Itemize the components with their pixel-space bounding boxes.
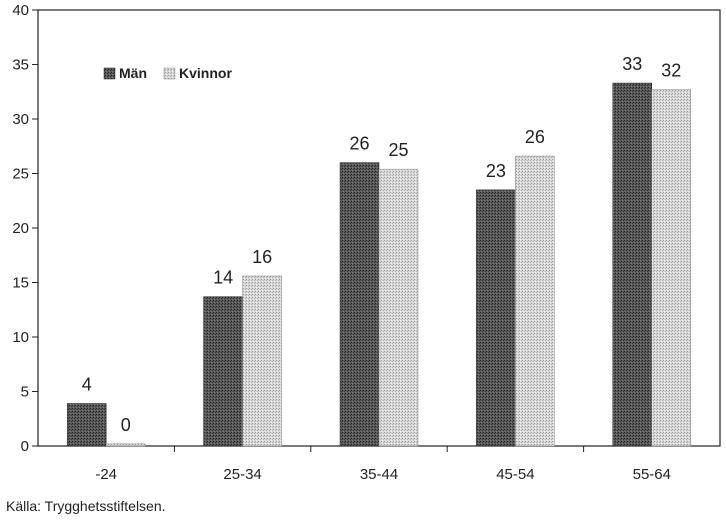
y-tick-label: 15	[12, 275, 29, 292]
y-tick-label: 5	[21, 384, 29, 401]
y-tick-label: 35	[12, 57, 29, 74]
bar-kvinnor-45-54	[515, 155, 555, 447]
x-tick-label: 45-54	[496, 466, 534, 483]
data-label: 14	[213, 268, 233, 288]
source-note: Källa: Trygghetsstiftelsen.	[6, 498, 166, 514]
data-label: 26	[525, 127, 545, 147]
data-label: 0	[121, 415, 131, 435]
bar-kvinnor-25-34	[242, 275, 282, 447]
bar-man--24	[66, 403, 107, 447]
data-label: 4	[82, 374, 92, 394]
data-label: 25	[388, 140, 408, 160]
data-label: 23	[486, 161, 506, 181]
y-tick-label: 20	[12, 220, 29, 237]
bar-man-45-54	[476, 189, 516, 447]
data-label: 33	[622, 54, 642, 74]
bar-man-35-44	[339, 162, 380, 447]
legend-swatch	[103, 67, 116, 80]
data-label: 26	[349, 134, 369, 154]
y-tick-label: 0	[21, 438, 29, 455]
legend-label: Män	[119, 65, 147, 81]
data-label: 32	[661, 61, 681, 81]
bar-kvinnor--24	[105, 443, 146, 447]
y-tick-label: 10	[12, 329, 29, 346]
bar-man-25-34	[203, 296, 243, 447]
y-tick-label: 25	[12, 166, 29, 183]
bar-kvinnor-35-44	[378, 168, 419, 447]
x-tick-label: -24	[95, 466, 117, 483]
data-label: 16	[252, 247, 272, 267]
y-tick-label: 30	[12, 111, 29, 128]
x-tick-label: 25-34	[223, 466, 261, 483]
x-tick-label: 55-64	[633, 466, 671, 483]
legend-label: Kvinnor	[179, 65, 232, 81]
bar-man-55-64	[612, 82, 653, 447]
bar-kvinnor-55-64	[651, 89, 692, 447]
x-tick-label: 35-44	[360, 466, 398, 483]
y-tick-label: 40	[12, 2, 29, 19]
legend-swatch	[163, 67, 176, 80]
